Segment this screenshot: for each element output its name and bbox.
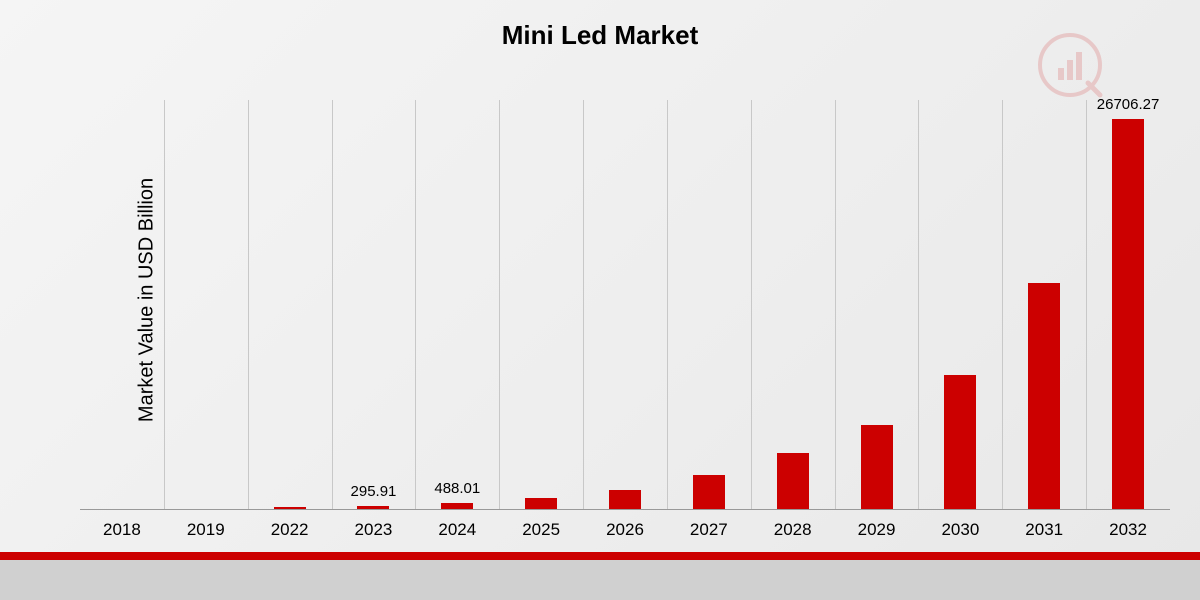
x-axis-line: [80, 509, 1170, 510]
x-tick-label: 2028: [774, 520, 812, 540]
bar: [861, 425, 893, 510]
gridline: [918, 100, 919, 510]
gridline: [248, 100, 249, 510]
gridline: [332, 100, 333, 510]
x-tick-label: 2029: [858, 520, 896, 540]
x-tick-label: 2019: [187, 520, 225, 540]
x-tick-label: 2027: [690, 520, 728, 540]
x-tick-label: 2023: [355, 520, 393, 540]
gridline: [164, 100, 165, 510]
logo-watermark: [1030, 30, 1110, 105]
x-tick-label: 2030: [941, 520, 979, 540]
footer-red-bar: [0, 552, 1200, 560]
bar: [944, 375, 976, 510]
x-tick-label: 2022: [271, 520, 309, 540]
x-tick-label: 2031: [1025, 520, 1063, 540]
chart-title: Mini Led Market: [502, 20, 698, 51]
x-tick-label: 2024: [438, 520, 476, 540]
gridline: [415, 100, 416, 510]
x-tick-label: 2032: [1109, 520, 1147, 540]
bar: [1112, 119, 1144, 510]
bar: [1028, 283, 1060, 510]
gridline: [667, 100, 668, 510]
bar-value-label: 295.91: [351, 483, 397, 500]
bar: [777, 453, 809, 510]
gridline: [835, 100, 836, 510]
gridline: [751, 100, 752, 510]
gridline: [583, 100, 584, 510]
gridline: [499, 100, 500, 510]
chart-plot-area: 295.91488.0126706.27: [80, 100, 1170, 510]
bar-value-label: 26706.27: [1097, 96, 1160, 113]
gridline: [1002, 100, 1003, 510]
x-tick-label: 2018: [103, 520, 141, 540]
x-tick-label: 2026: [606, 520, 644, 540]
bar: [609, 490, 641, 511]
footer-gray-bar: [0, 560, 1200, 600]
x-tick-label: 2025: [522, 520, 560, 540]
gridline: [1086, 100, 1087, 510]
bar-value-label: 488.01: [434, 480, 480, 497]
bar: [693, 475, 725, 510]
